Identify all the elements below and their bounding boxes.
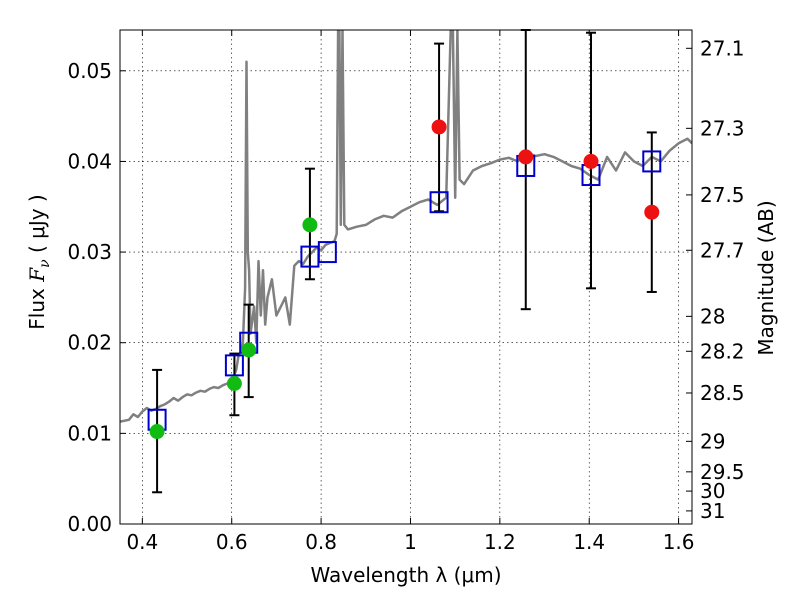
x-tick-label: 1	[404, 530, 417, 554]
y-tick-label: 0.01	[67, 421, 112, 445]
mag-tick-label: 28	[700, 304, 725, 328]
x-tick-label: 1.6	[663, 530, 695, 554]
x-axis-label: Wavelength λ (μm)	[310, 563, 501, 587]
y-tick-label: 0.04	[67, 149, 112, 173]
mag-tick-label: 28.2	[700, 339, 745, 363]
optical-data-point	[241, 342, 257, 358]
model-flux-marker	[317, 241, 337, 264]
x-tick-label: 1.2	[484, 530, 516, 554]
model-flux-marker	[642, 150, 662, 173]
error-bars	[147, 29, 662, 494]
mag-tick-label: 28.5	[700, 381, 745, 405]
y-tick-label: 0.03	[67, 240, 112, 264]
plot-area	[120, 30, 692, 423]
x-tick-label: 0.4	[126, 530, 158, 554]
x-tick-label: 1.4	[573, 530, 605, 554]
optical-data-point	[226, 376, 242, 392]
y-axis-label: Flux Fν ( μJy )	[25, 194, 53, 329]
model-flux-marker	[224, 354, 244, 377]
y-tick-label: 0.00	[67, 512, 112, 536]
mag-tick-label: 27.1	[700, 36, 745, 60]
spectrum-line	[120, 30, 692, 423]
infrared-data-point	[518, 149, 534, 165]
x-tick-label: 0.6	[216, 530, 248, 554]
ticks: 0.4 0.6 0.8 1 1.2 1.4 1.6 0.00 0.01 0.02 0.03 0.04 0…	[67, 30, 745, 554]
infrared-data-point	[644, 204, 660, 220]
x-tick-label: 0.8	[305, 530, 337, 554]
mag-tick-label: 27.7	[700, 238, 745, 262]
mag-tick-label: 29.5	[700, 460, 745, 484]
optical-data-point	[149, 424, 165, 440]
mag-tick-label: 30	[700, 479, 725, 503]
optical-data-point	[302, 217, 318, 233]
y-tick-label: 0.05	[67, 59, 112, 83]
mag-tick-label: 29	[700, 429, 725, 453]
infrared-data-point	[583, 153, 599, 169]
plot-frame	[119, 29, 693, 525]
mag-tick-label: 27.5	[700, 183, 745, 207]
y-tick-label: 0.02	[67, 331, 112, 355]
infrared-data-point	[431, 119, 447, 135]
model-flux-marker	[429, 191, 449, 214]
mag-tick-label: 31	[700, 499, 725, 523]
y2-axis-label: Magnitude (AB)	[754, 200, 778, 355]
mag-tick-label: 27.3	[700, 116, 745, 140]
